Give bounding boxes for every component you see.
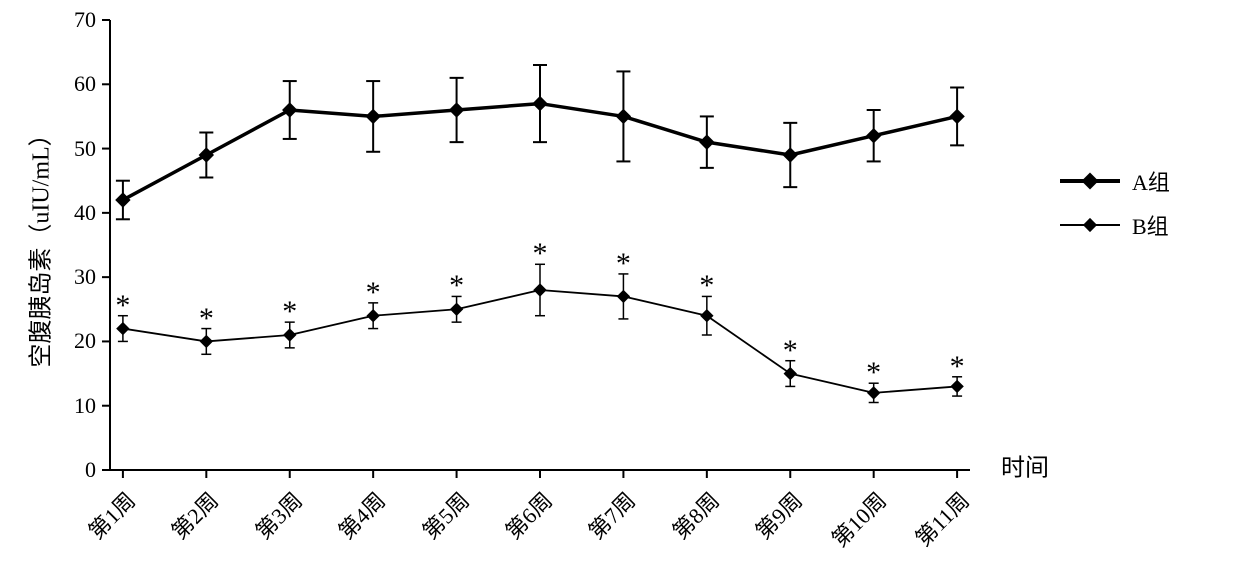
y-tick-label: 20 — [74, 328, 96, 354]
y-tick-label: 70 — [74, 7, 96, 33]
legend-item: A组 — [1060, 165, 1170, 197]
legend-marker-icon — [1083, 218, 1097, 232]
significance-star: * — [533, 237, 548, 271]
significance-star: * — [115, 289, 130, 323]
significance-star: * — [783, 334, 798, 368]
x-axis-title: 时间 — [1001, 448, 1049, 483]
legend-marker-icon — [1082, 173, 1099, 190]
legend-label: A组 — [1132, 165, 1170, 197]
y-tick-label: 0 — [85, 457, 96, 483]
significance-star: * — [950, 350, 965, 384]
chart-stage: { "canvas": { "width": 1240, "height": 5… — [0, 0, 1240, 582]
significance-star: * — [366, 276, 381, 310]
significance-star: * — [866, 356, 881, 390]
significance-star: * — [699, 269, 714, 303]
y-tick-label: 10 — [74, 393, 96, 419]
significance-star: * — [449, 269, 464, 303]
y-tick-label: 60 — [74, 71, 96, 97]
legend-line-icon — [1060, 224, 1120, 226]
significance-star: * — [282, 295, 297, 329]
y-tick-label: 40 — [74, 200, 96, 226]
y-tick-label: 50 — [74, 136, 96, 162]
y-tick-label: 30 — [74, 264, 96, 290]
significance-star: * — [616, 247, 631, 281]
legend-line-icon — [1060, 179, 1120, 183]
significance-star: * — [199, 302, 214, 336]
legend-item: B组 — [1060, 209, 1169, 241]
y-axis-label: 空腹胰岛素（uIU/mL） — [21, 122, 56, 367]
legend-label: B组 — [1132, 209, 1169, 241]
